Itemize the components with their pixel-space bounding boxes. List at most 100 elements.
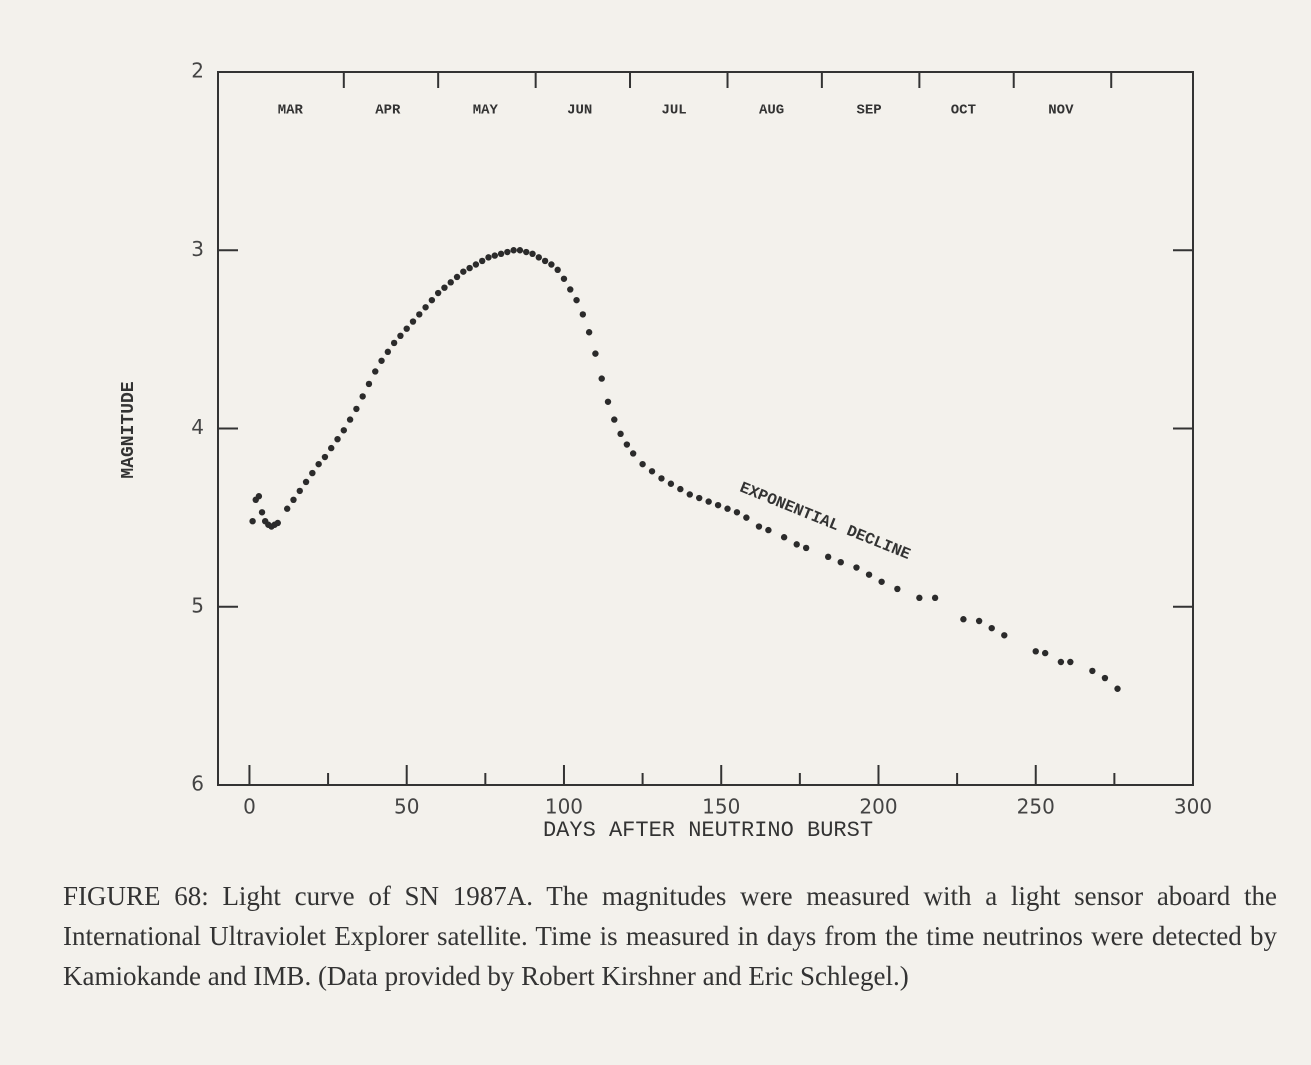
month-label: AUG — [759, 103, 784, 119]
data-point — [283, 505, 291, 512]
data-point — [592, 350, 599, 357]
data-point — [249, 517, 256, 525]
data-point — [478, 257, 486, 265]
data-point — [648, 468, 656, 475]
data-point — [802, 544, 810, 552]
data-point — [743, 514, 750, 521]
data-point — [258, 509, 266, 516]
data-point — [658, 475, 665, 482]
data-point — [409, 318, 417, 325]
data-point — [516, 247, 524, 254]
data-point — [705, 498, 712, 505]
data-point — [629, 450, 637, 457]
data-point — [485, 254, 492, 261]
data-point — [390, 339, 398, 347]
data-point — [765, 526, 772, 534]
data-point — [755, 523, 763, 530]
data-point — [853, 564, 860, 571]
y-tick-label: 2 — [191, 59, 204, 83]
data-point — [585, 329, 593, 336]
data-point — [372, 368, 379, 375]
data-point — [724, 505, 731, 512]
data-point — [1067, 658, 1074, 666]
y-tick-label: 5 — [191, 593, 204, 617]
data-point — [780, 534, 788, 541]
data-point — [894, 585, 901, 593]
data-point — [416, 311, 423, 318]
data-point — [315, 460, 322, 468]
month-label: MAR — [278, 103, 304, 119]
data-point — [878, 578, 885, 585]
data-point — [837, 558, 844, 566]
y-axis-label: MAGNITUDE — [119, 381, 139, 478]
data-point — [290, 496, 297, 503]
data-point — [696, 494, 703, 502]
x-axis-label: DAYS AFTER NEUTRINO BURST — [543, 818, 873, 843]
data-point — [686, 491, 693, 498]
data-point — [541, 257, 549, 265]
data-point — [567, 286, 574, 293]
data-point — [611, 416, 618, 423]
data-point — [598, 375, 605, 382]
caption: FIGURE 68: Light curve of SN 1987A. The … — [63, 881, 1277, 991]
annotation: EXPONENTIAL DECLINE — [737, 479, 913, 564]
data-point — [397, 332, 404, 340]
data-point — [1041, 649, 1049, 657]
data-point — [793, 541, 800, 548]
month-label: OCT — [951, 103, 976, 119]
data-point — [384, 348, 392, 356]
data-point — [378, 357, 385, 364]
data-point — [988, 624, 995, 632]
data-point — [447, 279, 454, 286]
month-label: MAY — [473, 103, 499, 119]
data-point — [428, 296, 436, 304]
data-point — [1089, 667, 1096, 675]
data-point — [504, 248, 511, 256]
data-point — [255, 493, 263, 500]
data-point — [960, 616, 967, 623]
data-point — [523, 248, 530, 256]
data-point — [733, 509, 741, 516]
data-point — [1101, 674, 1109, 682]
data-point — [916, 594, 923, 602]
data-point — [931, 594, 939, 602]
data-point — [573, 296, 580, 304]
data-point — [497, 250, 505, 258]
data-point — [554, 266, 561, 274]
data-point — [328, 444, 335, 452]
x-tick-label: 300 — [1174, 795, 1212, 819]
data-point — [1114, 685, 1121, 692]
x-tick-label: 50 — [394, 795, 419, 819]
data-point — [623, 441, 631, 448]
month-label: JUL — [661, 103, 686, 119]
data-point — [617, 430, 624, 438]
data-point — [1001, 632, 1008, 639]
data-point — [548, 261, 555, 268]
data-point — [667, 480, 675, 487]
data-point — [510, 247, 517, 254]
data-point — [472, 261, 480, 268]
x-tick-label: 0 — [243, 795, 256, 819]
plot-frame — [217, 71, 1194, 786]
x-tick-label: 150 — [702, 795, 740, 819]
data-point — [441, 284, 448, 291]
data-point — [491, 252, 498, 259]
data-point — [865, 571, 873, 578]
x-tick-label: 200 — [859, 795, 897, 819]
data-point — [309, 469, 316, 477]
data-point — [639, 460, 646, 468]
data-point — [824, 553, 832, 561]
month-label: SEP — [856, 103, 881, 119]
data-point — [365, 380, 373, 388]
data-point — [579, 311, 587, 318]
data-point — [334, 435, 341, 443]
y-tick-label: 6 — [191, 772, 204, 796]
data-point — [353, 405, 360, 413]
data-point — [340, 427, 348, 434]
data-point — [529, 250, 536, 258]
data-point — [346, 416, 354, 423]
x-tick-label: 100 — [545, 795, 583, 819]
month-label: JUN — [567, 103, 592, 119]
data-point — [453, 273, 461, 281]
